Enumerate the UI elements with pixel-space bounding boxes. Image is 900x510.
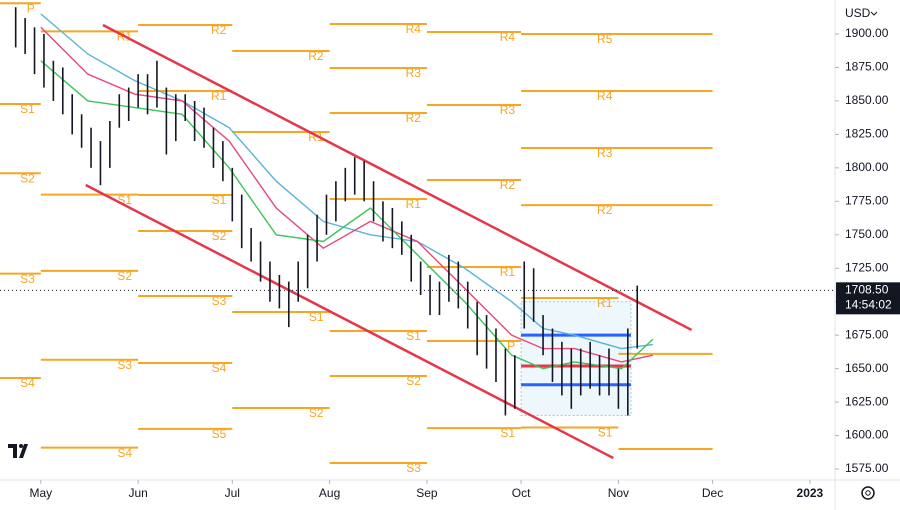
y-tick-label: 1875.00 (845, 60, 889, 74)
y-tick-label: 1750.00 (845, 227, 889, 241)
x-tick-label: May (29, 486, 52, 500)
pivot-label: R3 (597, 146, 613, 160)
y-tick-label: 1675.00 (845, 327, 889, 341)
pivot-label: P (507, 339, 515, 353)
x-tick-label: Dec (702, 486, 723, 500)
y-tick-label: 1575.00 (845, 461, 889, 475)
y-tick-label: 1600.00 (845, 428, 889, 442)
currency-caret[interactable] (870, 11, 878, 16)
y-tick-label: 1825.00 (845, 127, 889, 141)
pivot-label: S1 (598, 426, 613, 440)
pivot-label: S1 (406, 329, 421, 343)
pivot-label: S2 (406, 374, 421, 388)
pivot-label: S2 (309, 406, 324, 420)
pivot-label: S1 (212, 193, 227, 207)
pivot-label: S1 (309, 310, 324, 324)
pivot-label: S3 (406, 461, 421, 475)
pivot-label: S3 (117, 358, 132, 372)
y-tick-label: 1850.00 (845, 93, 889, 107)
pivot-label: P (27, 1, 35, 15)
settings-icon[interactable] (861, 486, 875, 500)
pivot-label: S1 (20, 102, 35, 116)
x-tick-label: Sep (416, 486, 438, 500)
x-tick-label: Oct (512, 486, 531, 500)
pivot-label: R4 (500, 30, 516, 44)
pivot-label: R2 (308, 49, 324, 63)
pivot-label: S4 (20, 376, 35, 390)
y-tick-label: 1650.00 (845, 361, 889, 375)
pivot-label: S4 (117, 446, 132, 460)
last-price-box (836, 282, 900, 315)
y-tick-label: 1725.00 (845, 260, 889, 274)
pivot-label: S2 (117, 269, 132, 283)
pivot-label: R1 (406, 197, 422, 211)
channel-line (85, 183, 614, 460)
x-tick-label: Jul (225, 486, 240, 500)
logo (4, 438, 34, 464)
y-tick-label: 1900.00 (845, 26, 889, 40)
pivot-label: S4 (212, 361, 227, 375)
x-tick-label: Nov (608, 486, 629, 500)
pivot-label: R3 (406, 66, 422, 80)
y-tick-label: 1800.00 (845, 160, 889, 174)
moving-average (40, 60, 654, 370)
pivot-label: R4 (406, 22, 422, 36)
y-tick-label: 1625.00 (845, 394, 889, 408)
countdown: 14:54:02 (845, 298, 892, 312)
pivot-label: R1 (211, 89, 227, 103)
currency[interactable]: USD (845, 6, 871, 20)
pivot-label: S3 (212, 294, 227, 308)
moving-average (40, 13, 653, 350)
pivot-label: R4 (597, 89, 613, 103)
moving-average (40, 26, 654, 363)
x-tick-label: 2023 (797, 486, 824, 500)
pivot-label: R2 (500, 178, 516, 192)
x-tick-label: Aug (319, 486, 340, 500)
x-tick-label: Jun (128, 486, 147, 500)
pivot-label: S2 (212, 229, 227, 243)
y-tick-label: 1775.00 (845, 193, 889, 207)
pivot-label: R5 (597, 32, 613, 46)
pivot-label: S1 (500, 426, 515, 440)
channel-line (102, 23, 693, 332)
pivot-label: R2 (406, 111, 422, 125)
pivot-label: S3 (20, 272, 35, 286)
pivot-label: R3 (500, 103, 516, 117)
pivot-label: R1 (597, 296, 613, 310)
pivot-label: S5 (212, 427, 227, 441)
pivot-label: R2 (211, 23, 227, 37)
last-price-label: 1708.50 (845, 283, 889, 297)
plot-area: P S1 S2 S3 S4 R1 S1 S2 S3 S4 R2 R1 S1 S2 S3 S4 S5 R2 R1 S1 S… (0, 1, 713, 475)
pivot-label: R2 (597, 203, 613, 217)
range-box (520, 301, 632, 416)
pivot-label: R1 (500, 265, 516, 279)
pivot-label: S2 (20, 171, 35, 185)
